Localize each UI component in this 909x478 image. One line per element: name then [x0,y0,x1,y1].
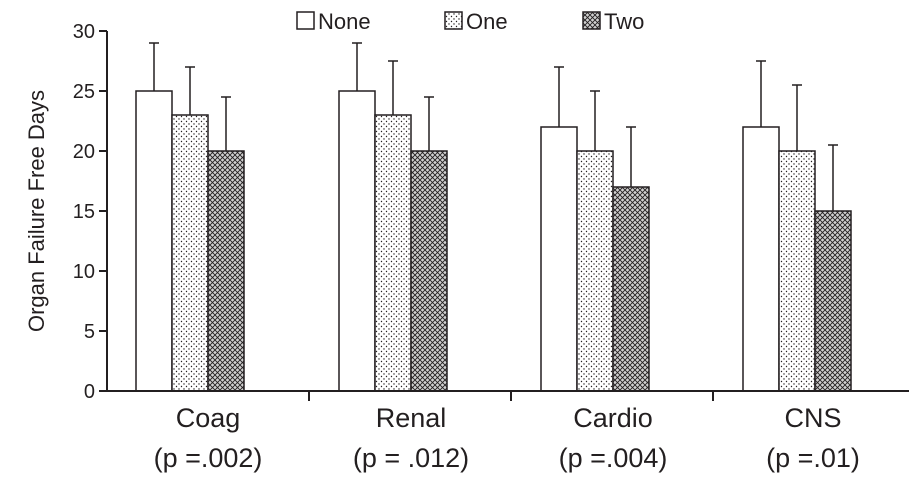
y-ticks: 0 5 10 15 20 25 30 [73,21,107,403]
bar-two-coag [207,150,245,392]
y-tick-label: 0 [84,381,95,403]
bar-two-cardio [612,186,650,392]
category-labels: Coag (p =.002) Renal (p = .012) Cardio (p =.0… [154,403,860,473]
category-p-value: (p =.01) [766,443,860,473]
legend: None One Two [296,9,644,34]
bar-none-renal [338,90,376,392]
legend-label: Two [604,9,644,34]
bar-none-cardio [540,126,578,392]
y-tick-label: 20 [73,141,95,163]
y-tick-label: 15 [73,201,95,223]
x-tick-marks [308,391,714,401]
bar-one-coag [171,114,209,392]
bar-one-renal [374,114,412,392]
legend-label: None [318,9,371,34]
category-label: Coag [176,403,241,433]
category-label: CNS [784,403,841,433]
error-bars-layer [149,42,838,211]
bar-one-cardio [576,150,614,392]
category-p-value: (p =.004) [559,443,668,473]
bar-one-cns [778,150,816,392]
bars-layer [135,90,852,392]
legend-swatch-one [444,11,463,30]
legend-swatch-two [582,11,601,30]
category-p-value: (p = .012) [353,443,469,473]
legend-swatch-none [296,11,315,30]
y-tick-label: 10 [73,261,95,283]
y-tick-label: 5 [84,321,95,343]
bar-none-cns [742,126,780,392]
category-label: Renal [376,403,447,433]
y-tick-label: 30 [73,21,95,43]
y-tick-label: 25 [73,81,95,103]
y-axis-label: Organ Failure Free Days [24,90,49,332]
category-label: Cardio [573,403,653,433]
legend-label: One [466,9,508,34]
bar-two-cns [814,210,852,392]
bar-two-renal [410,150,448,392]
category-p-value: (p =.002) [154,443,263,473]
bar-none-coag [135,90,173,392]
